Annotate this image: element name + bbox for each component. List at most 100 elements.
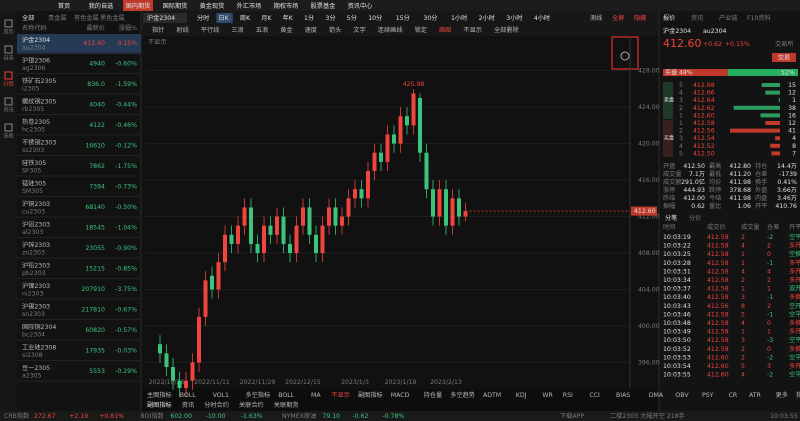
change-pct: -1.04%	[115, 225, 137, 232]
nav-tab[interactable]: 国内期货	[126, 2, 151, 10]
nav-tab[interactable]: 资讯中心	[348, 2, 373, 10]
nav-tab[interactable]: 期权市场	[274, 2, 299, 10]
draw-tool-tab[interactable]: 不显示	[463, 27, 482, 34]
draw-tool-tab[interactable]: 箭头	[329, 26, 341, 34]
period-tab[interactable]: 年K	[283, 14, 294, 22]
candle-body	[327, 207, 331, 226]
tick-tab[interactable]: 分笔	[665, 214, 677, 222]
peak-label: 425.98	[403, 81, 425, 88]
instrument-code: ni2303	[22, 291, 43, 298]
quote-tab[interactable]: 产业链	[719, 14, 738, 22]
indicator-tab[interactable]: 更多	[776, 391, 788, 399]
indicator-tab[interactable]: KDJ	[516, 392, 527, 399]
period-tab[interactable]: 1小时	[451, 14, 467, 22]
indicator-tab[interactable]: CCI	[589, 392, 600, 399]
change-pct: -0.60%	[115, 61, 137, 68]
group-tab[interactable]: 全部	[22, 14, 34, 22]
toolbar-tab[interactable]: 全屏	[612, 14, 624, 22]
stat: 411.20	[729, 171, 751, 178]
side-tab[interactable]: 选股	[3, 133, 13, 140]
indicator-tab[interactable]: OBV	[675, 392, 689, 399]
side-tab[interactable]: 首页	[3, 29, 13, 36]
draw-tool-tab[interactable]: 平行线	[201, 26, 220, 34]
group-tab[interactable]: 贵金属	[48, 14, 67, 22]
period-tab[interactable]: 4小时	[534, 14, 550, 22]
draw-tool-tab[interactable]: 黄金	[280, 26, 293, 34]
indicator-tab[interactable]: VOL1	[213, 392, 229, 399]
draw-tool-tab[interactable]: 画图	[439, 27, 451, 34]
side-tab[interactable]: 资讯	[3, 107, 13, 114]
column-header: 名称代码	[22, 24, 47, 32]
indicator-tab[interactable]: BOLL	[180, 392, 196, 399]
draw-tool-tab[interactable]: 连续画线	[378, 26, 403, 34]
nav-tab[interactable]: 国际期货	[163, 2, 188, 10]
period-tab[interactable]: 10分	[368, 14, 382, 22]
side-tab[interactable]: 自选	[3, 55, 13, 62]
toolbar-tab[interactable]: 测线	[590, 14, 602, 22]
indicator-tab[interactable]: ATR	[749, 392, 762, 399]
sub-tab[interactable]: 关联期货	[274, 401, 299, 409]
indicator-tab[interactable]: 持仓量	[424, 391, 443, 399]
period-tab[interactable]: 15分	[396, 14, 410, 22]
nav-tab[interactable]: 股票基金	[311, 2, 337, 10]
period-tab[interactable]: 2小时	[479, 14, 495, 22]
indicator-tab[interactable]: CR	[729, 392, 738, 399]
indicator-tab[interactable]: 副图指标	[358, 391, 383, 399]
tick-cell: 412.58	[707, 260, 729, 267]
candle-body	[398, 116, 403, 144]
nav-tab[interactable]: 外汇市场	[237, 2, 262, 10]
period-tab[interactable]: 1分	[304, 14, 314, 22]
period-tab[interactable]: 日K	[218, 15, 229, 22]
tick-cell: -2	[767, 234, 773, 241]
indicator-tab[interactable]: MACD	[391, 392, 410, 399]
indicator-tab[interactable]: MA	[311, 392, 321, 399]
toolbar-tab[interactable]: 隐藏	[634, 14, 646, 22]
period-tab[interactable]: 月K	[261, 15, 272, 22]
indicator-tab[interactable]: 指标管理	[796, 391, 800, 399]
quote-tab[interactable]: 资讯	[691, 14, 703, 22]
indicator-tab[interactable]: BIAS	[616, 392, 630, 399]
indicator-tab[interactable]: WR	[542, 392, 553, 399]
stat: 412.00	[683, 195, 705, 202]
tick-cell: 412.58	[707, 311, 729, 318]
quote-tab[interactable]: F10资料	[747, 14, 771, 22]
draw-tool-tab[interactable]: 速度	[305, 26, 317, 34]
period-tab[interactable]: 分时	[197, 14, 209, 22]
indicator-tab[interactable]: RSI	[563, 392, 573, 399]
draw-tool-tab[interactable]: 锁定	[415, 26, 427, 34]
y-tick-label: 416.00	[638, 177, 660, 184]
group-tab[interactable]: 有色金属	[74, 14, 99, 22]
period-tab[interactable]: 3分	[325, 14, 335, 22]
indicator-tab[interactable]: 多空指标	[245, 391, 270, 399]
sub-tab[interactable]: 副图指标	[147, 401, 172, 409]
sub-tab[interactable]: 关联合约	[239, 401, 264, 409]
indicator-tab[interactable]: PSY	[702, 392, 714, 399]
indicator-tab[interactable]: BOLL	[278, 392, 294, 399]
sub-tab[interactable]: 分时合约	[204, 401, 229, 409]
period-tab[interactable]: 30分	[423, 14, 437, 22]
side-tab[interactable]: 行情	[3, 81, 13, 88]
period-tab[interactable]: 3小时	[506, 14, 522, 22]
nav-tab[interactable]: 首页	[58, 2, 70, 10]
trade-button: 交易	[778, 54, 790, 62]
quote-tab[interactable]: 报价	[663, 14, 675, 22]
draw-tool-tab[interactable]: 全部删除	[494, 26, 520, 34]
tick-cell: 5	[741, 311, 745, 318]
draw-tool-tab[interactable]: 射线	[176, 26, 188, 34]
nav-tab[interactable]: 我的自选	[89, 2, 114, 10]
nav-tab[interactable]: 黄金现货	[200, 2, 225, 10]
indicator-tab[interactable]: DMA	[649, 392, 664, 399]
draw-tool-tab[interactable]: 指针	[152, 26, 164, 34]
indicator-tab[interactable]: 多空趋势	[450, 391, 475, 399]
group-tab[interactable]: 黑色金属	[100, 14, 125, 22]
period-tab[interactable]: 5分	[347, 14, 357, 22]
indicator-tab[interactable]: 不显示	[331, 392, 350, 399]
draw-tool-tab[interactable]: 五浪	[256, 26, 268, 34]
draw-tool-tab[interactable]: 三浪	[231, 26, 243, 34]
tick-tab[interactable]: 分价	[689, 214, 701, 222]
sub-tab[interactable]: 资讯	[182, 401, 194, 409]
indicator-tab[interactable]: 主图指标	[147, 391, 172, 399]
indicator-tab[interactable]: ADTM	[483, 392, 501, 399]
draw-tool-tab[interactable]: 文字	[353, 26, 365, 34]
period-tab[interactable]: 周K	[240, 15, 251, 22]
